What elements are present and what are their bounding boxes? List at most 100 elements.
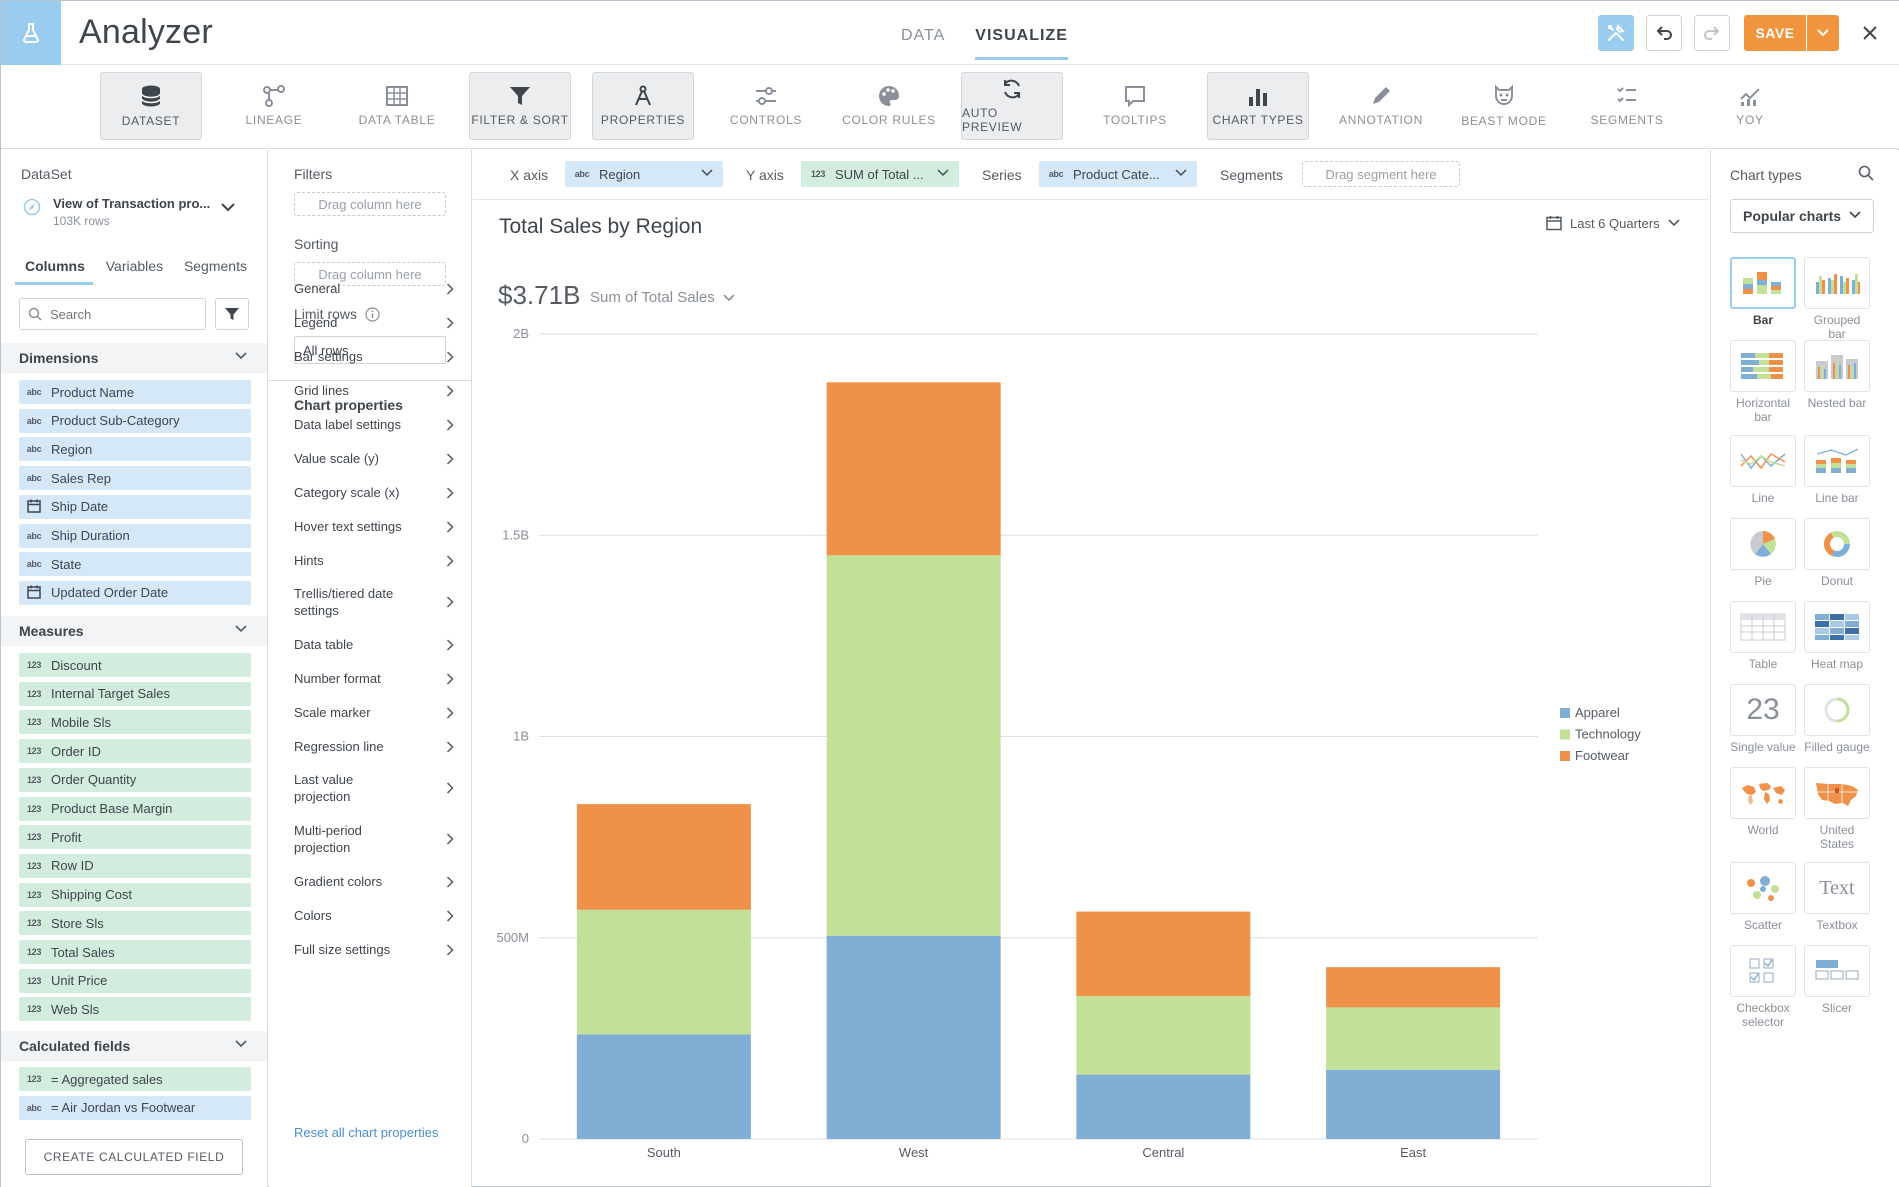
field-item[interactable]: abc State	[19, 552, 251, 577]
undo-button[interactable]	[1646, 15, 1682, 51]
chart-property-item[interactable]: Hints	[294, 552, 454, 569]
segments-dropzone[interactable]: Drag segment here	[1302, 161, 1460, 187]
reset-chart-properties-link[interactable]: Reset all chart properties	[294, 1125, 439, 1140]
chart-type-horizontal-bar[interactable]: Horizontal bar	[1730, 340, 1796, 424]
field-item[interactable]: 123 Store Sls	[19, 911, 251, 936]
filters-dropzone[interactable]: Drag column here	[294, 192, 446, 216]
chart-property-item[interactable]: Gradient colors	[294, 873, 454, 890]
chart-property-item[interactable]: Number format	[294, 670, 454, 687]
chart-type-grouped-bar[interactable]: Grouped bar	[1804, 257, 1870, 341]
field-item[interactable]: 123 Unit Price	[19, 968, 251, 993]
field-item[interactable]: 123 Product Base Margin	[19, 796, 251, 821]
field-item[interactable]: 123 Profit	[19, 825, 251, 850]
field-item[interactable]: abc Region	[19, 437, 251, 462]
search-input[interactable]	[50, 306, 190, 322]
save-options-button[interactable]	[1807, 15, 1839, 51]
field-item[interactable]: Ship Date	[19, 494, 251, 519]
chart-type-line[interactable]: Line	[1730, 435, 1796, 505]
toolbar-auto-preview[interactable]: AUTO PREVIEW	[961, 72, 1063, 140]
toolbar-lineage[interactable]: LINEAGE	[223, 72, 325, 140]
close-button[interactable]	[1856, 19, 1884, 47]
chart-type-scatter[interactable]: Scatter	[1730, 862, 1796, 932]
series-pill[interactable]: abc Product Cate...	[1039, 161, 1197, 187]
dataset-chevron-down-icon[interactable]	[221, 202, 235, 212]
chart-property-item[interactable]: Multi-period projection	[294, 822, 454, 856]
field-item[interactable]: abc Product Name	[19, 380, 251, 404]
tools-button[interactable]	[1598, 15, 1634, 51]
chart-property-item[interactable]: Scale marker	[294, 704, 454, 721]
chart-group-select[interactable]: Popular charts	[1730, 199, 1874, 233]
chart-type-slicer[interactable]: Slicer	[1804, 945, 1870, 1015]
chart-type-world-map[interactable]: World	[1730, 767, 1796, 837]
dataset-name[interactable]: View of Transaction pro...	[53, 196, 211, 211]
chart-type-filled-gauge[interactable]: Filled gauge	[1804, 684, 1870, 754]
chart-type-table[interactable]: Table	[1730, 601, 1796, 671]
chart-type-bar[interactable]: Bar	[1730, 257, 1796, 327]
chart-type-pie[interactable]: Pie	[1730, 518, 1796, 588]
chart-property-item[interactable]: General	[294, 280, 454, 297]
info-icon[interactable]	[365, 306, 380, 322]
chart-type-us-map[interactable]: United States	[1804, 767, 1870, 851]
column-filter-button[interactable]	[215, 298, 249, 330]
field-item[interactable]: abc = Air Jordan vs Footwear	[19, 1095, 251, 1120]
chart-property-item[interactable]: Grid lines	[294, 382, 454, 399]
toolbar-controls[interactable]: CONTROLS	[715, 72, 817, 140]
chart-type-nested-bar[interactable]: Nested bar	[1804, 340, 1870, 410]
redo-button[interactable]	[1694, 15, 1730, 51]
toolbar-segments[interactable]: SEGMENTS	[1576, 72, 1678, 140]
toolbar-beast-mode[interactable]: BEAST MODE	[1453, 72, 1555, 140]
chart-type-donut[interactable]: Donut	[1804, 518, 1870, 588]
field-item[interactable]: abc Ship Duration	[19, 523, 251, 548]
y-axis-pill[interactable]: 123 SUM of Total ...	[801, 161, 959, 187]
field-item[interactable]: abc Product Sub-Category	[19, 408, 251, 433]
toolbar-color-rules[interactable]: COLOR RULES	[838, 72, 940, 140]
chart-property-item[interactable]: Regression line	[294, 738, 454, 755]
chart-type-heat-map[interactable]: Heat map	[1804, 601, 1870, 671]
field-item[interactable]: abc Sales Rep	[19, 466, 251, 491]
chart-property-item[interactable]: Full size settings	[294, 941, 454, 958]
calculated-fields-header[interactable]: Calculated fields	[1, 1031, 267, 1061]
toolbar-annotation[interactable]: ANNOTATION	[1330, 72, 1432, 140]
dimensions-header[interactable]: Dimensions	[1, 343, 267, 373]
chart-property-item[interactable]: Colors	[294, 907, 454, 924]
chart-property-item[interactable]: Legend	[294, 314, 454, 331]
summary-label-selector[interactable]: Sum of Total Sales	[590, 289, 735, 306]
chart-property-item[interactable]: Bar settings	[294, 348, 454, 365]
save-button[interactable]: SAVE	[1744, 15, 1806, 51]
toolbar-tooltips[interactable]: TOOLTIPS	[1084, 72, 1186, 140]
chart-property-item[interactable]: Last value projection	[294, 771, 454, 805]
tab-data[interactable]: DATA	[901, 27, 946, 44]
chart-type-single-value[interactable]: 23 Single value	[1730, 684, 1796, 754]
field-item[interactable]: 123 Internal Target Sales	[19, 681, 251, 706]
chart-property-item[interactable]: Hover text settings	[294, 518, 454, 535]
create-calculated-field-button[interactable]: CREATE CALCULATED FIELD	[25, 1139, 243, 1175]
field-item[interactable]: 123 Discount	[19, 653, 251, 677]
field-item[interactable]: 123 = Aggregated sales	[19, 1067, 251, 1091]
chart-property-item[interactable]: Value scale (y)	[294, 450, 454, 467]
chart-type-checkbox-selector[interactable]: Checkbox selector	[1730, 945, 1796, 1029]
toolbar-data-table[interactable]: DATA TABLE	[346, 72, 448, 140]
field-item[interactable]: 123 Row ID	[19, 853, 251, 878]
chart-type-textbox[interactable]: Text Textbox	[1804, 862, 1870, 932]
field-item[interactable]: 123 Order ID	[19, 739, 251, 764]
field-item[interactable]: 123 Mobile Sls	[19, 710, 251, 735]
toolbar-filter-sort[interactable]: FILTER & SORT	[469, 72, 571, 140]
sorting-dropzone[interactable]: Drag column here	[294, 262, 446, 286]
tab-columns[interactable]: Columns	[15, 258, 93, 285]
search-icon[interactable]	[1858, 165, 1874, 181]
toolbar-dataset[interactable]: DATASET	[100, 72, 202, 140]
limit-rows-select[interactable]: All rows	[294, 336, 446, 364]
tab-variables[interactable]: Variables	[105, 258, 164, 274]
toolbar-properties[interactable]: PROPERTIES	[592, 72, 694, 140]
field-item[interactable]: 123 Order Quantity	[19, 767, 251, 792]
field-item[interactable]: 123 Total Sales	[19, 940, 251, 964]
x-axis-pill[interactable]: abc Region	[565, 161, 723, 187]
field-item[interactable]: 123 Web Sls	[19, 997, 251, 1022]
date-range-selector[interactable]: Last 6 Quarters	[1546, 215, 1680, 231]
field-item[interactable]: 123 Shipping Cost	[19, 882, 251, 907]
chart-property-item[interactable]: Data label settings	[294, 416, 454, 433]
chart-property-item[interactable]: Trellis/tiered date settings	[294, 585, 454, 619]
chart-property-item[interactable]: Data table	[294, 636, 454, 653]
toolbar-yoy[interactable]: YOY	[1699, 72, 1801, 140]
tab-visualize[interactable]: VISUALIZE	[975, 27, 1068, 60]
